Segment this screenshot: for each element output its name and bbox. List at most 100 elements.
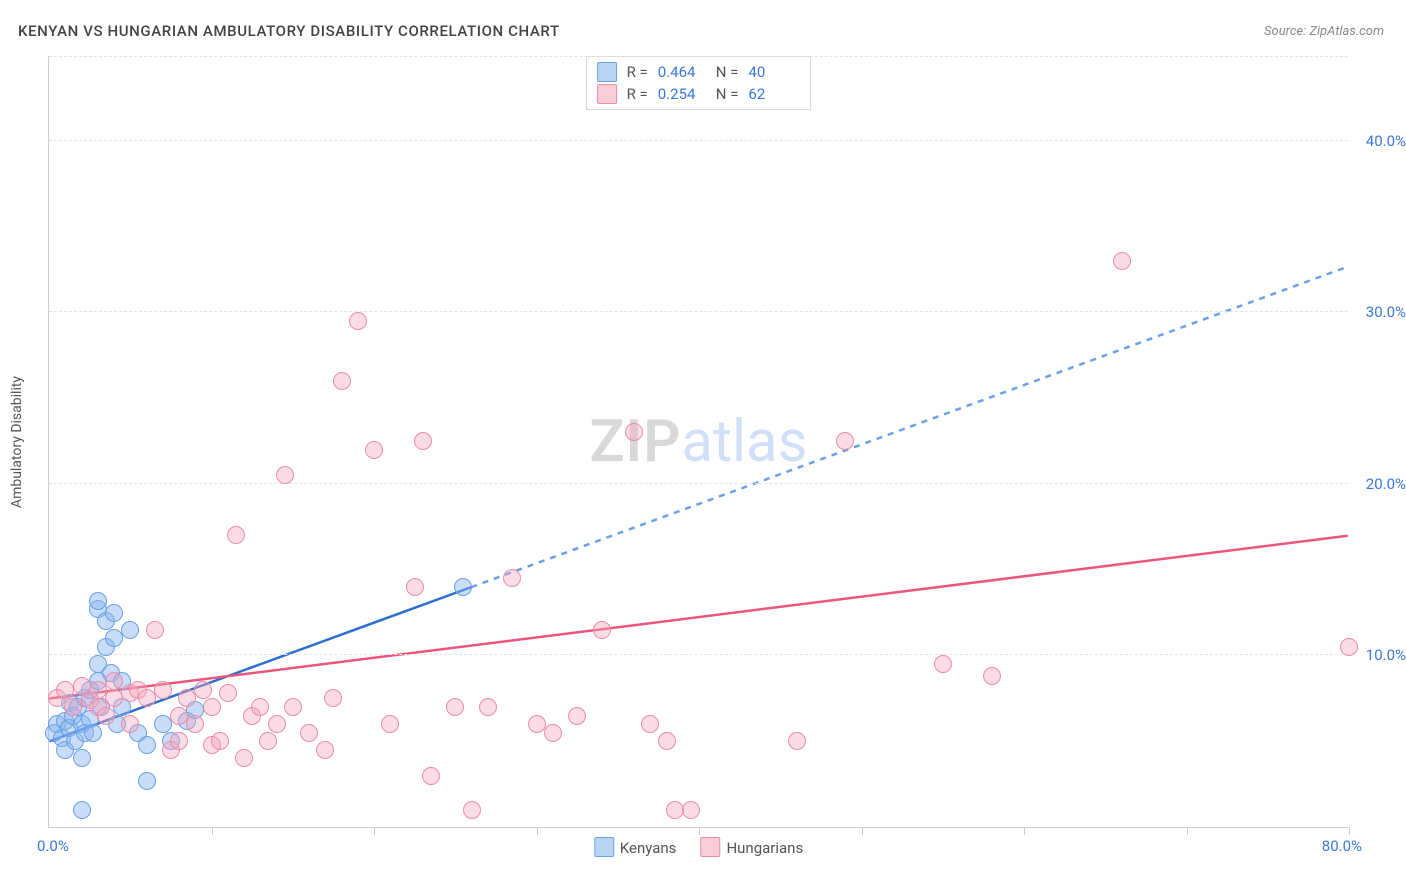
data-point <box>1113 252 1131 270</box>
data-point <box>138 736 156 754</box>
data-point <box>186 715 204 733</box>
source-credit: Source: ZipAtlas.com <box>1264 24 1384 39</box>
data-point <box>203 698 221 716</box>
legend-series-item: Kenyans <box>594 837 677 857</box>
data-point <box>324 689 342 707</box>
watermark-atlas: atlas <box>681 408 807 476</box>
x-tick <box>212 827 213 835</box>
data-point <box>454 578 472 596</box>
data-point <box>235 749 253 767</box>
legend-series-label: Kenyans <box>620 839 677 857</box>
data-point <box>154 715 172 733</box>
trend-line <box>49 536 1347 699</box>
data-point <box>219 684 237 702</box>
x-tick <box>537 827 538 835</box>
scatter-plot: Ambulatory Disability 0.0% 80.0% ZIPatla… <box>48 56 1348 828</box>
legend-series-label: Hungarians <box>726 839 803 857</box>
data-point <box>178 689 196 707</box>
data-point <box>146 621 164 639</box>
y-tick-label: 30.0% <box>1366 303 1406 321</box>
gridline <box>49 654 1348 655</box>
data-point <box>625 423 643 441</box>
y-tick-label: 10.0% <box>1366 646 1406 664</box>
legend-n-label: N = <box>716 83 739 105</box>
gridline <box>49 483 1348 484</box>
legend-n-value: 62 <box>748 83 796 105</box>
data-point <box>259 732 277 750</box>
source-label: Source: <box>1264 24 1309 39</box>
data-point <box>528 715 546 733</box>
x-tick <box>699 827 700 835</box>
legend-swatch <box>597 84 617 104</box>
x-tick <box>1024 827 1025 835</box>
legend-r-label: R = <box>627 83 648 105</box>
legend-swatch <box>594 837 614 857</box>
x-axis-max-label: 80.0% <box>1322 837 1362 855</box>
data-point <box>658 732 676 750</box>
data-point <box>227 526 245 544</box>
data-point <box>284 698 302 716</box>
y-axis-title: Ambulatory Disability <box>9 375 25 507</box>
data-point <box>89 681 107 699</box>
chart-title: KENYAN VS HUNGARIAN AMBULATORY DISABILIT… <box>18 22 560 40</box>
watermark-zip: ZIP <box>589 408 681 476</box>
y-tick-label: 40.0% <box>1366 132 1406 150</box>
data-point <box>56 681 74 699</box>
data-point <box>138 689 156 707</box>
legend-r-label: R = <box>627 61 648 83</box>
data-point <box>300 724 318 742</box>
data-point <box>276 466 294 484</box>
data-point <box>105 672 123 690</box>
data-point <box>422 767 440 785</box>
gridline <box>49 56 1348 57</box>
legend-correlation-row: R =0.254N =62 <box>597 83 797 105</box>
data-point <box>73 801 91 819</box>
gridline <box>49 311 1348 312</box>
data-point <box>73 749 91 767</box>
data-point <box>170 707 188 725</box>
data-point <box>463 801 481 819</box>
data-point <box>414 432 432 450</box>
data-point <box>84 724 102 742</box>
data-point <box>836 432 854 450</box>
legend-n-value: 40 <box>748 61 796 83</box>
data-point <box>138 772 156 790</box>
data-point <box>568 707 586 725</box>
legend-correlation-row: R = 0.464 N = 40 <box>597 61 797 83</box>
data-point <box>97 707 115 725</box>
data-point <box>333 372 351 390</box>
data-point <box>593 621 611 639</box>
trend-line <box>471 267 1347 587</box>
data-point <box>349 312 367 330</box>
data-point <box>983 667 1001 685</box>
x-axis-min-label: 0.0% <box>37 837 69 855</box>
y-tick-label: 20.0% <box>1366 475 1406 493</box>
data-point <box>316 741 334 759</box>
data-point <box>194 681 212 699</box>
x-tick <box>1187 827 1188 835</box>
legend-series-item: Hungarians <box>700 837 803 857</box>
legend-n-label: N = <box>716 61 739 83</box>
data-point <box>251 698 269 716</box>
data-point <box>170 732 188 750</box>
data-point <box>1340 638 1358 656</box>
x-tick <box>862 827 863 835</box>
gridline <box>49 140 1348 141</box>
data-point <box>89 592 107 610</box>
data-point <box>479 698 497 716</box>
data-point <box>406 578 424 596</box>
watermark: ZIPatlas <box>589 408 807 476</box>
data-point <box>544 724 562 742</box>
data-point <box>788 732 806 750</box>
source-link[interactable]: ZipAtlas.com <box>1309 24 1384 39</box>
legend-r-value: 0.464 <box>658 61 706 83</box>
data-point <box>381 715 399 733</box>
data-point <box>121 715 139 733</box>
data-point <box>682 801 700 819</box>
data-point <box>446 698 464 716</box>
data-point <box>641 715 659 733</box>
legend-correlation: R =0.464N =40R =0.254N =62 <box>586 56 812 110</box>
data-point <box>268 715 286 733</box>
data-point <box>121 621 139 639</box>
legend-series: Kenyans Hungarians <box>594 837 803 857</box>
